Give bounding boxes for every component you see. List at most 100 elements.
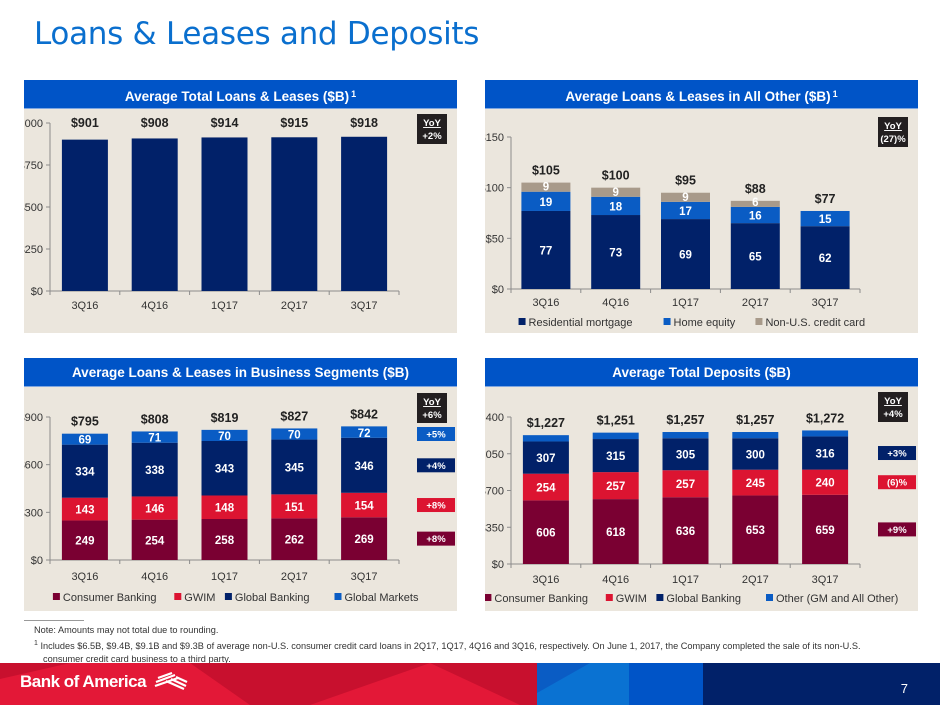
data-label: 307 bbox=[536, 453, 555, 465]
yoy-total: +2% bbox=[422, 131, 442, 142]
bar-segment-gwim bbox=[732, 469, 779, 496]
data-label: 346 bbox=[355, 461, 374, 473]
total-label: $914 bbox=[211, 116, 239, 130]
data-label: 9 bbox=[682, 192, 688, 204]
bar-segment-global-markets bbox=[201, 429, 248, 441]
data-label: 72 bbox=[358, 428, 371, 440]
legend-label: Global Banking bbox=[666, 593, 741, 605]
data-label: 77 bbox=[540, 245, 553, 257]
bar-segment-consumer-banking bbox=[592, 499, 639, 564]
total-label: $105 bbox=[532, 164, 560, 178]
data-label: 262 bbox=[285, 535, 304, 547]
data-label: 240 bbox=[816, 478, 835, 490]
legend-swatch bbox=[52, 593, 60, 600]
data-label: 334 bbox=[75, 467, 95, 479]
chart-total-loans: $0 $250 $500 $750 $1,000 3Q16 4Q16 1Q17 2Q17 3Q17… bbox=[24, 114, 447, 312]
bar-segment-consumer-banking bbox=[732, 495, 779, 564]
bar-segment-residential-mortgage bbox=[661, 219, 710, 289]
data-label: 653 bbox=[746, 525, 765, 537]
panel-total-loans: Average Total Loans & Leases ($B)1 $0 $25… bbox=[24, 80, 457, 333]
total-label: $1,272 bbox=[806, 411, 844, 425]
yoy-series-change: +5% bbox=[426, 430, 446, 441]
bar-segment-non-u-s-credit-card bbox=[521, 182, 571, 192]
legend-swatch bbox=[766, 594, 773, 601]
chart-title: Average Total Loans & Leases ($B) bbox=[124, 89, 350, 104]
bar-segment-non-u-s-credit-card bbox=[730, 200, 780, 207]
bar-segment-non-u-s-credit-card bbox=[661, 192, 710, 202]
data-label: 300 bbox=[746, 449, 765, 461]
data-label: 245 bbox=[746, 478, 766, 490]
data-label: 254 bbox=[536, 483, 556, 495]
yoy-series-change: +4% bbox=[426, 461, 446, 472]
page-number: 7 bbox=[900, 681, 908, 696]
bar-segment-total bbox=[131, 138, 178, 291]
bar-segment-total bbox=[61, 139, 108, 291]
data-label: 258 bbox=[215, 535, 235, 547]
y-tick-label: $50 bbox=[486, 233, 504, 245]
data-label: 15 bbox=[819, 214, 832, 226]
yoy-series-badge bbox=[417, 531, 455, 546]
legend: Consumer Banking GWIM Global Banking Other … bbox=[485, 593, 898, 605]
chart-business-segments: $0 $300 $600 $900 3Q16 4Q16 1Q17 2Q17 3Q17 249 143… bbox=[24, 393, 455, 604]
bar-segment-global-banking bbox=[592, 439, 639, 473]
legend-label: Other (GM and All Other) bbox=[776, 593, 898, 605]
x-tick-label: 1Q17 bbox=[211, 300, 238, 312]
legend-label: Global Banking bbox=[235, 592, 310, 604]
data-label: 257 bbox=[606, 481, 625, 493]
bar-segment-residential-mortgage bbox=[521, 210, 571, 289]
bar-segment-residential-mortgage bbox=[591, 215, 641, 289]
total-label: $808 bbox=[141, 412, 169, 426]
footnote-1-text: Includes $6.5B, $9.4B, $9.1B and $9.3B o… bbox=[40, 641, 861, 652]
data-label: 659 bbox=[816, 525, 835, 537]
total-label: $77 bbox=[815, 192, 836, 206]
yoy-badge bbox=[417, 393, 447, 423]
data-label: 19 bbox=[540, 197, 553, 209]
data-label: 69 bbox=[79, 435, 92, 447]
bar-segment-gwim bbox=[131, 496, 178, 520]
bar-segment-home-equity bbox=[521, 191, 571, 211]
data-label: 71 bbox=[148, 433, 161, 445]
page-title: Loans & Leases and Deposits bbox=[34, 16, 480, 52]
y-tick-label: $250 bbox=[24, 244, 43, 256]
x-tick-label: 3Q16 bbox=[71, 300, 98, 312]
y-tick-label: $1,000 bbox=[24, 118, 43, 130]
data-label: 16 bbox=[749, 211, 762, 223]
x-tick-label: 3Q16 bbox=[532, 297, 559, 309]
data-label: 269 bbox=[355, 534, 374, 546]
flag-logo-icon bbox=[154, 672, 188, 691]
total-label: $1,257 bbox=[736, 413, 774, 427]
y-tick-label: $1,050 bbox=[485, 449, 504, 461]
bar-segment-gwim bbox=[592, 472, 639, 500]
chart-title: Average Loans & Leases in All Other ($B) bbox=[565, 89, 831, 104]
bar-segment-other-gm-and-all-other- bbox=[732, 432, 779, 439]
total-label: $100 bbox=[602, 169, 630, 183]
y-tick-label: $750 bbox=[24, 160, 43, 172]
bar-segment-global-banking bbox=[732, 438, 779, 470]
footer-bar bbox=[0, 663, 940, 705]
bar-segment-global-banking bbox=[271, 439, 318, 495]
legend-swatch bbox=[334, 593, 342, 600]
bar-segment-consumer-banking bbox=[271, 518, 318, 560]
yoy-series-change: +8% bbox=[426, 501, 446, 512]
total-label: $827 bbox=[280, 409, 308, 423]
bar-segment-global-banking bbox=[341, 437, 388, 493]
chart-title: Average Total Deposits ($B) bbox=[612, 365, 791, 380]
yoy-label: YoY bbox=[423, 118, 441, 129]
legend-label: Non-U.S. credit card bbox=[765, 317, 865, 329]
panel-header: Average Total Deposits ($B) bbox=[485, 358, 918, 387]
total-label: $915 bbox=[280, 116, 308, 130]
x-tick-label: 2Q17 bbox=[742, 574, 769, 586]
panel-business-segments: Average Loans & Leases in Business Segme… bbox=[24, 358, 457, 611]
bar-segment-global-banking bbox=[201, 440, 248, 496]
data-label: 154 bbox=[355, 501, 375, 513]
yoy-total: (27)% bbox=[880, 134, 906, 145]
yoy-label: YoY bbox=[884, 121, 902, 132]
bar-segment-non-u-s-credit-card bbox=[591, 187, 641, 197]
legend-swatch bbox=[485, 594, 492, 601]
legend-label: GWIM bbox=[184, 592, 215, 604]
total-label: $795 bbox=[71, 415, 99, 429]
bar-segment-global-banking bbox=[61, 444, 108, 498]
footnote-note: Note: Amounts may not total due to round… bbox=[34, 625, 219, 635]
bar-segment-global-banking bbox=[131, 442, 178, 497]
legend-label: Consumer Banking bbox=[63, 592, 157, 604]
